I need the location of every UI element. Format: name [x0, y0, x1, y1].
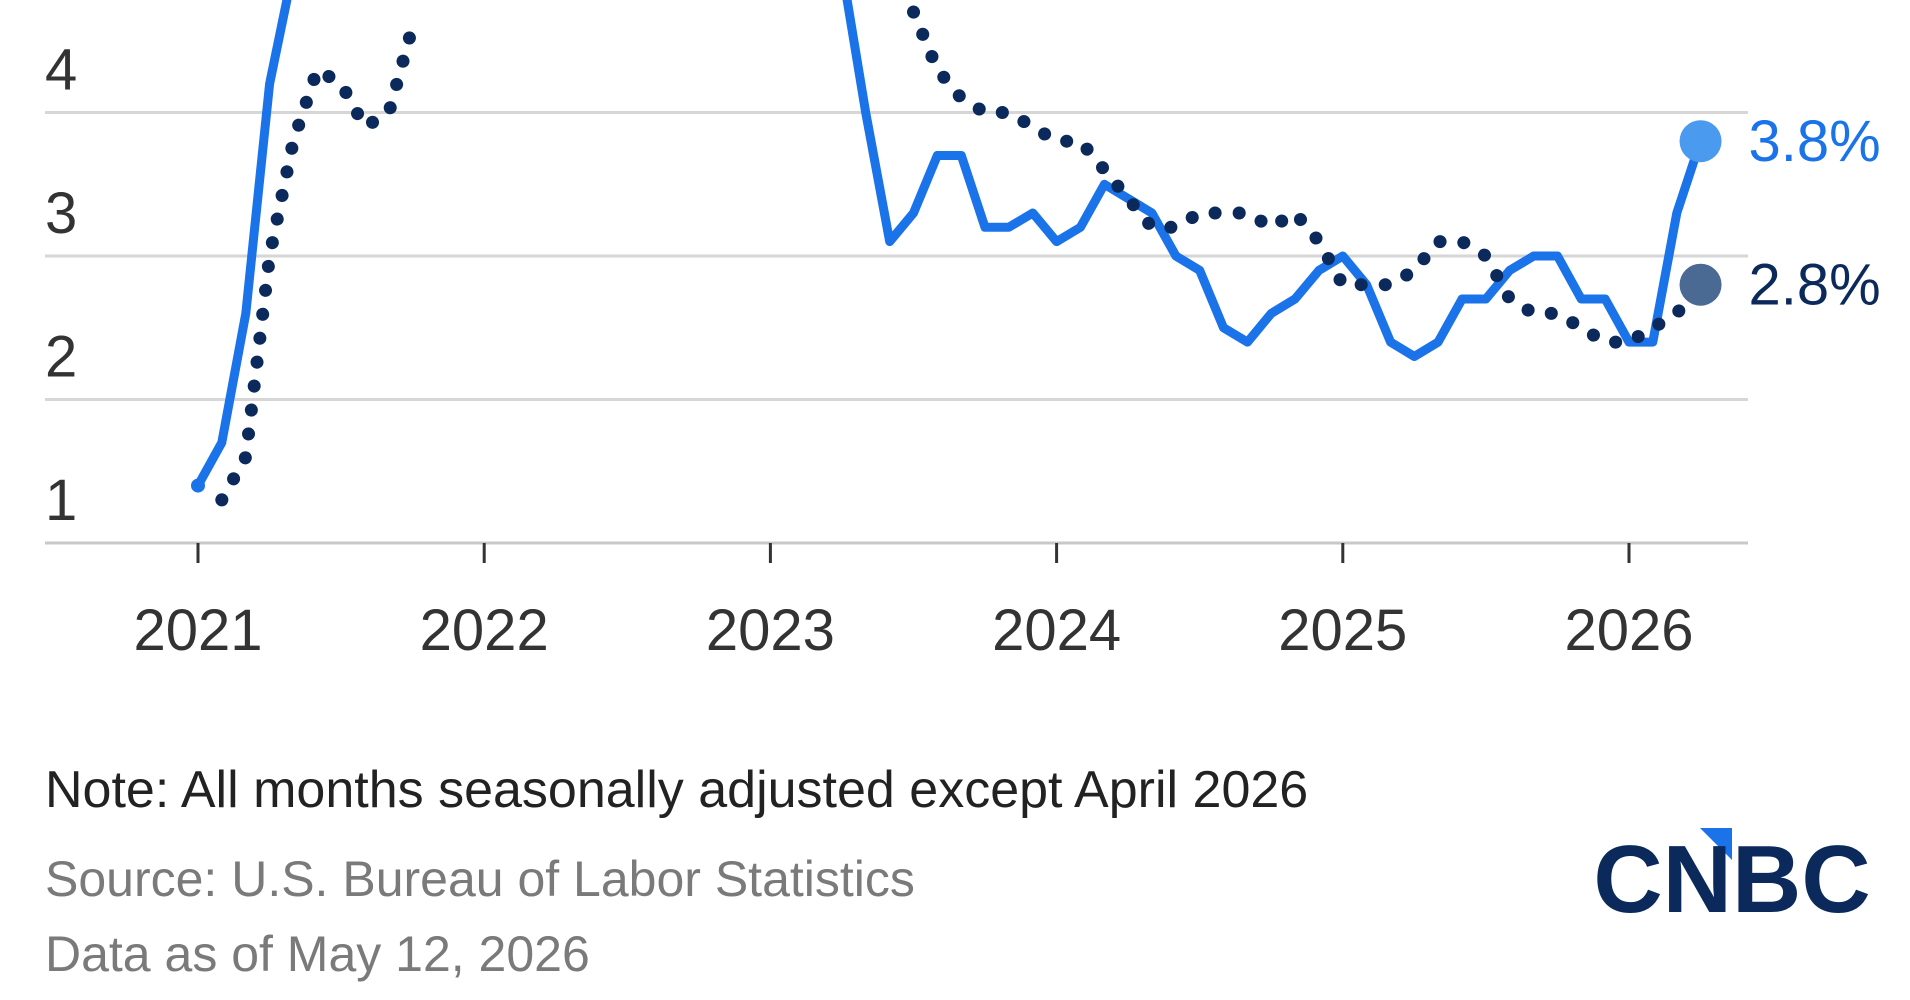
x-tick-label-2023: 2023: [706, 598, 835, 663]
dotted-series-line-seg-1: [907, 5, 1707, 349]
logo-peacock-accent: [1700, 828, 1732, 860]
data-as-of: Data as of May 12, 2026: [45, 926, 590, 982]
chart-source: Source: U.S. Bureau of Labor Statistics: [45, 851, 915, 907]
y-tick-label-4: 4: [45, 38, 77, 103]
x-tick-label-2022: 2022: [420, 598, 549, 663]
x-tick-label-2021: 2021: [133, 598, 262, 663]
y-tick-label-3: 3: [45, 181, 77, 246]
y-axis: 1 2 3 4: [45, 38, 77, 534]
x-tick-label-2026: 2026: [1564, 598, 1693, 663]
solid-series-line-seg-1: [842, 0, 1705, 361]
y-tick-label-2: 2: [45, 325, 77, 390]
dotted-series-end-label: 2.8%: [1749, 253, 1881, 318]
logo-wordmark: CNBC: [1593, 826, 1870, 920]
solid-series-end-label: 3.8%: [1749, 109, 1881, 174]
x-axis: 2021 2022 2023 2024 2025 2026: [133, 543, 1694, 663]
series-group: [191, 0, 1707, 507]
solid-series-line-seg-0: [193, 0, 292, 491]
cnbc-logo: CNBC: [1593, 826, 1870, 920]
dotted-series-end-point: [1679, 263, 1722, 306]
dotted-series-line-seg-0: [215, 19, 420, 507]
solid-series-end-point: [1679, 120, 1722, 163]
x-tick-label-2024: 2024: [992, 598, 1121, 663]
end-markers: 3.8% 2.8%: [1679, 109, 1881, 318]
chart-note: Note: All months seasonally adjusted exc…: [45, 761, 1309, 819]
gridlines: [45, 111, 1748, 545]
solid-series-start-point: [191, 478, 205, 493]
x-tick-label-2025: 2025: [1278, 598, 1407, 663]
y-tick-label-1: 1: [45, 468, 77, 533]
inflation-line-chart: 2021 2022 2023 2024 2025 2026 1 2 3 4 3.8% 2.8%: [45, 0, 1881, 663]
